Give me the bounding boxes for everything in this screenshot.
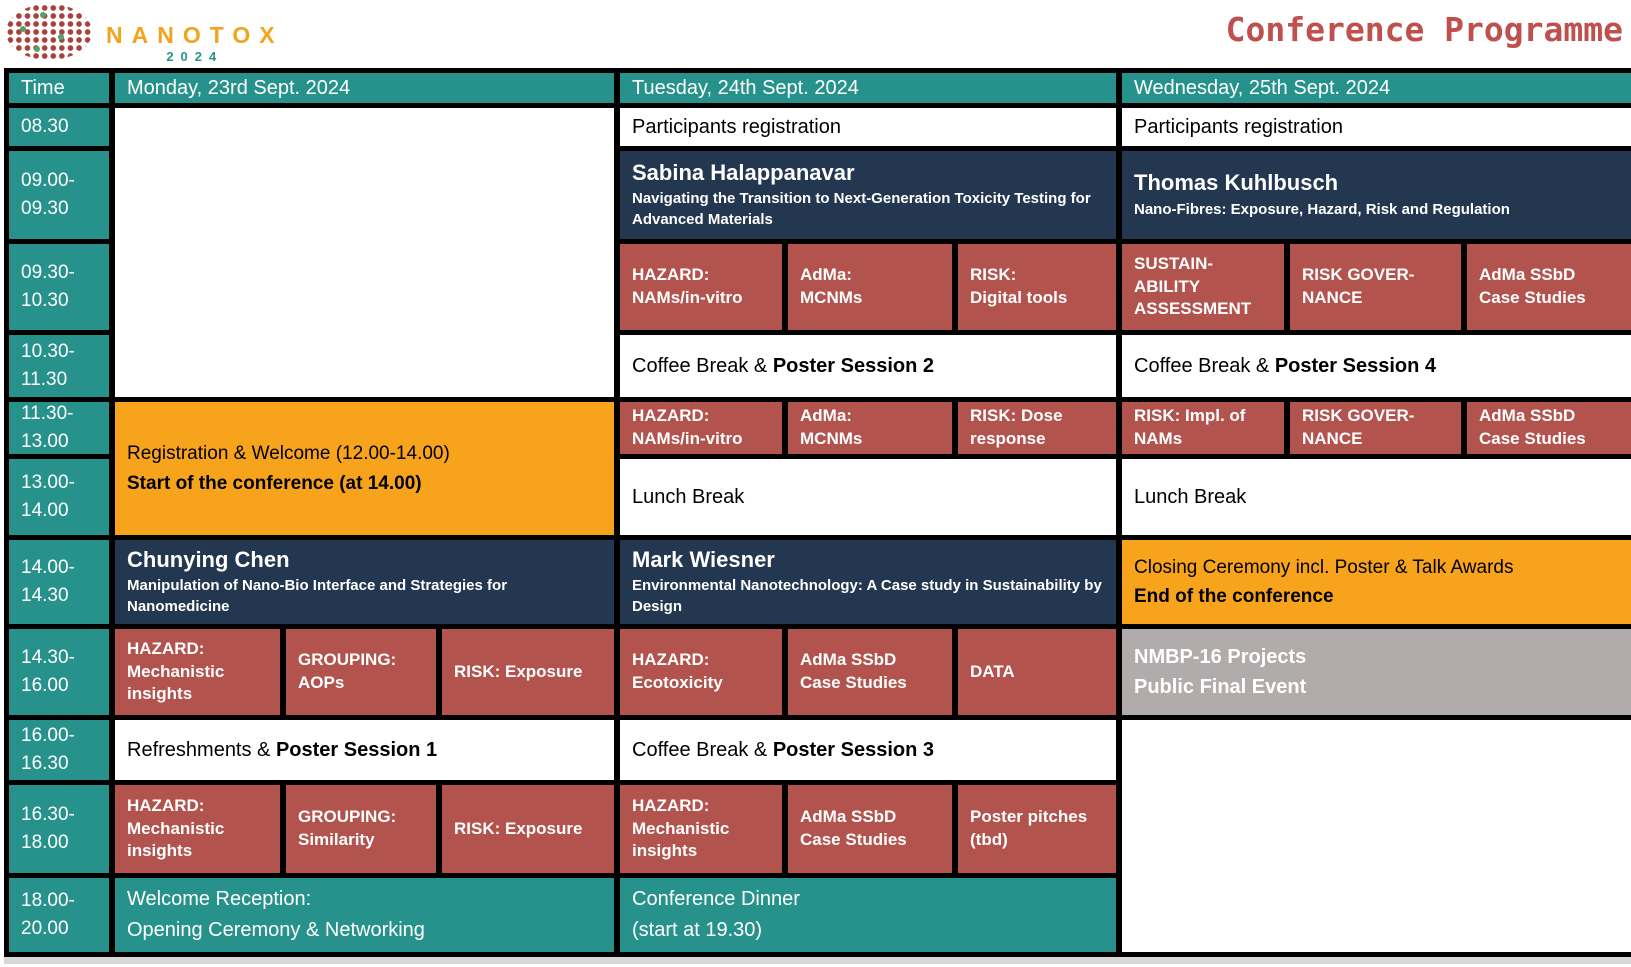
cell-monday-keynote: Chunying Chen Manipulation of Nano-Bio I… xyxy=(115,540,614,624)
cell-tuesday-keynote-morning: Sabina Halappanavar Navigating the Trans… xyxy=(620,151,1116,239)
time-slot: 10.30- 11.30 xyxy=(9,335,109,397)
cell-monday-empty-morning xyxy=(115,108,614,397)
time-slot: 14.00- 14.30 xyxy=(9,540,109,624)
cell-wednesday-closing-ceremony: Closing Ceremony incl. Poster & Talk Awa… xyxy=(1122,540,1631,624)
nmbp-line: NMBP-16 Projects xyxy=(1134,646,1307,668)
cell-wed-noon-session-risk-governance: RISK GOVER- NANCE xyxy=(1290,402,1461,454)
registration-line: Registration & Welcome (12.00-14.00) xyxy=(127,443,450,465)
cell-tue-pm2-session-poster-pitches: Poster pitches (tbd) xyxy=(958,785,1116,873)
logo-year: 2024 xyxy=(166,49,224,64)
col-header-monday: Monday, 23rd Sept. 2024 xyxy=(115,73,614,103)
poster-session-label: Poster Session 1 xyxy=(275,739,438,761)
cell-tuesday-conference-dinner: Conference Dinner (start at 19.30) xyxy=(620,878,1116,952)
cell-tuesday-coffee-break-pm: Coffee Break & Poster Session 3 xyxy=(620,720,1116,780)
cell-wednesday-lunch-break: Lunch Break xyxy=(1122,459,1631,535)
cell-wed-am-session-sustainability: SUSTAIN- ABILITY ASSESSMENT xyxy=(1122,244,1284,330)
keynote-speaker: Chunying Chen xyxy=(127,547,290,573)
cell-mon-pm1-session-hazard: HAZARD: Mechanistic insights xyxy=(115,629,280,715)
conference-end-line: End of the conference xyxy=(1134,586,1334,607)
bottom-strip xyxy=(4,957,1631,964)
keynote-topic: Navigating the Transition to Next-Genera… xyxy=(632,190,1091,228)
time-slot: 16.30- 18.00 xyxy=(9,785,109,873)
cell-tue-pm2-session-hazard: HAZARD: Mechanistic insights xyxy=(620,785,782,873)
cell-mon-pm2-session-risk: RISK: Exposure xyxy=(442,785,614,873)
keynote-speaker: Thomas Kuhlbusch xyxy=(1134,170,1339,196)
green-dot-icon xyxy=(20,26,26,32)
cell-tue-noon-session-risk: RISK: Dose response xyxy=(958,402,1116,454)
cell-mon-pm1-session-grouping: GROUPING: AOPs xyxy=(286,629,436,715)
cell-wed-noon-session-adma: AdMa SSbD Case Studies xyxy=(1467,402,1631,454)
col-header-tuesday: Tuesday, 24th Sept. 2024 xyxy=(620,73,1116,103)
cell-wed-am-session-adma: AdMa SSbD Case Studies xyxy=(1467,244,1631,330)
time-slot: 11.30- 13.00 xyxy=(9,402,109,454)
time-slot: 08.30 xyxy=(9,108,109,146)
cell-monday-registration-welcome: Registration & Welcome (12.00-14.00) Sta… xyxy=(115,402,614,535)
green-dot-icon xyxy=(40,12,46,18)
cell-mon-pm2-session-hazard: HAZARD: Mechanistic insights xyxy=(115,785,280,873)
cell-wednesday-empty-evening xyxy=(1122,720,1631,952)
time-slot: 13.00- 14.00 xyxy=(9,459,109,535)
logo-text-block: NANOTOX 2024 xyxy=(106,22,284,64)
cell-tue-noon-session-adma: AdMa: MCNMs xyxy=(788,402,952,454)
cell-wednesday-registration: Participants registration xyxy=(1122,108,1631,146)
cell-monday-refreshments-break: Refreshments & Poster Session 1 xyxy=(115,720,614,780)
cell-tuesday-coffee-break-am: Coffee Break & Poster Session 2 xyxy=(620,335,1116,397)
green-dot-icon xyxy=(58,34,64,40)
cell-wed-am-session-risk-governance: RISK GOVER- NANCE xyxy=(1290,244,1461,330)
time-slot: 09.30- 10.30 xyxy=(9,244,109,330)
cell-wednesday-keynote-morning: Thomas Kuhlbusch Nano-Fibres: Exposure, … xyxy=(1122,151,1631,239)
cell-wednesday-coffee-break-am: Coffee Break & Poster Session 4 xyxy=(1122,335,1631,397)
cell-tue-pm1-session-data: DATA xyxy=(958,629,1116,715)
cell-tuesday-lunch-break: Lunch Break xyxy=(620,459,1116,535)
cell-tue-am-session-risk: RISK: Digital tools xyxy=(958,244,1116,330)
poster-session-label: Poster Session 3 xyxy=(772,739,935,761)
cell-mon-pm1-session-risk: RISK: Exposure xyxy=(442,629,614,715)
keynote-topic: Environmental Nanotechnology: A Case stu… xyxy=(632,577,1102,615)
cell-tuesday-keynote-afternoon: Mark Wiesner Environmental Nanotechnolog… xyxy=(620,540,1116,624)
keynote-topic: Manipulation of Nano-Bio Interface and S… xyxy=(127,577,508,615)
cell-tue-pm1-session-adma: AdMa SSbD Case Studies xyxy=(788,629,952,715)
cell-tue-noon-session-hazard: HAZARD: NAMs/in-vitro xyxy=(620,402,782,454)
conference-start-line: Start of the conference (at 14.00) xyxy=(127,472,422,494)
nanotox-logo: NANOTOX 2024 xyxy=(6,4,284,63)
green-dot-icon xyxy=(34,46,40,52)
keynote-speaker: Sabina Halappanavar xyxy=(632,160,855,186)
break-text: Refreshments & xyxy=(127,739,276,761)
cell-tue-am-session-adma: AdMa: MCNMs xyxy=(788,244,952,330)
page-title: Conference Programme xyxy=(1225,10,1623,49)
col-header-time: Time xyxy=(9,73,109,103)
closing-line: Closing Ceremony incl. Poster & Talk Awa… xyxy=(1134,556,1514,578)
keynote-speaker: Mark Wiesner xyxy=(632,547,775,573)
schedule-table: Time Monday, 23rd Sept. 2024 Tuesday, 24… xyxy=(4,68,1631,957)
cell-tuesday-registration: Participants registration xyxy=(620,108,1116,146)
time-slot: 16.00- 16.30 xyxy=(9,720,109,780)
keynote-topic: Nano-Fibres: Exposure, Hazard, Risk and … xyxy=(1134,200,1510,218)
cell-wed-noon-session-risk-nams: RISK: Impl. of NAMs xyxy=(1122,402,1284,454)
poster-session-label: Poster Session 2 xyxy=(772,355,935,377)
cell-tue-am-session-hazard: HAZARD: NAMs/in-vitro xyxy=(620,244,782,330)
time-slot: 18.00- 20.00 xyxy=(9,878,109,952)
break-text: Coffee Break & xyxy=(632,739,773,761)
break-text: Coffee Break & xyxy=(1134,355,1275,377)
globe-dots-icon xyxy=(6,4,92,60)
cell-tue-pm2-session-adma: AdMa SSbD Case Studies xyxy=(788,785,952,873)
col-header-wednesday: Wednesday, 25th Sept. 2024 xyxy=(1122,73,1631,103)
cell-tue-pm1-session-hazard: HAZARD: Ecotoxicity xyxy=(620,629,782,715)
top-bar: NANOTOX 2024 Conference Programme xyxy=(0,0,1631,68)
cell-mon-pm2-session-grouping: GROUPING: Similarity xyxy=(286,785,436,873)
cell-wednesday-nmbp16-event: NMBP-16 Projects Public Final Event xyxy=(1122,629,1631,715)
logo-name: NANOTOX xyxy=(106,22,284,48)
time-slot: 09.00- 09.30 xyxy=(9,151,109,239)
nmbp-line: Public Final Event xyxy=(1134,676,1307,698)
time-slot: 14.30- 16.00 xyxy=(9,629,109,715)
break-text: Coffee Break & xyxy=(632,355,773,377)
cell-monday-welcome-reception: Welcome Reception: Opening Ceremony & Ne… xyxy=(115,878,614,952)
poster-session-label: Poster Session 4 xyxy=(1274,355,1437,377)
